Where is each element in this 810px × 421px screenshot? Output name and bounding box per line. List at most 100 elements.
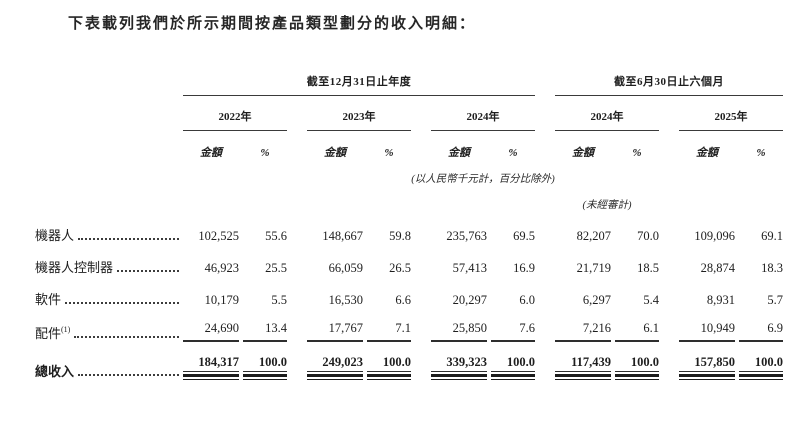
row-label: 軟件 bbox=[35, 292, 62, 307]
dot-leader bbox=[65, 302, 179, 304]
amount-value: 57,413 bbox=[452, 261, 487, 275]
row-label-cell: 軟件 bbox=[35, 289, 183, 308]
year-header-6m2024: 2024年 bbox=[555, 108, 659, 131]
amount-value: 10,949 bbox=[679, 321, 735, 342]
dot-leader bbox=[78, 238, 179, 240]
amount-value: 25,850 bbox=[431, 321, 487, 342]
row-accessories: 配件(1) 24,690 13.4 17,767 7.1 25,850 7.6 … bbox=[35, 321, 783, 342]
footnote-marker: (1) bbox=[61, 324, 71, 334]
percent-value: 7.1 bbox=[367, 321, 411, 342]
double-rule bbox=[679, 374, 735, 380]
totals-6m2025: 157,850 100.0 bbox=[679, 355, 783, 380]
values-2022: 102,525 55.6 bbox=[183, 229, 287, 244]
dot-leader bbox=[74, 336, 179, 338]
amount-value: 235,763 bbox=[446, 229, 487, 243]
percent-value: 6.0 bbox=[519, 293, 535, 307]
values-2024: 20,297 6.0 bbox=[431, 293, 535, 308]
amount-value: 6,297 bbox=[582, 293, 611, 307]
amount-value: 7,216 bbox=[555, 321, 611, 342]
revenue-by-product-table: 截至12月31日止年度 截至6月30日止六個月 2022年 2023年 2024… bbox=[35, 73, 783, 380]
values-2024: 25,850 7.6 bbox=[431, 321, 535, 342]
total-percent: 100.0 bbox=[491, 355, 535, 380]
amount-value: 8,931 bbox=[706, 293, 735, 307]
percent-header: % bbox=[632, 147, 642, 159]
double-rule bbox=[555, 374, 611, 380]
amount-value: 16,530 bbox=[328, 293, 363, 307]
values-6m2025: 109,096 69.1 bbox=[679, 229, 783, 244]
unaudited-note-row: (未經審計) bbox=[35, 197, 783, 212]
row-label-cell: 機器人控制器 bbox=[35, 257, 183, 276]
units-note-row: (以人民幣千元計，百分比除外) bbox=[35, 171, 783, 186]
percent-value: 7.6 bbox=[491, 321, 535, 342]
values-2023: 16,530 6.6 bbox=[307, 293, 411, 308]
row-software: 軟件 10,179 5.5 16,530 6.6 20,297 6.0 6,29… bbox=[35, 289, 783, 308]
percent-value: 5.4 bbox=[643, 293, 659, 307]
total-amount: 184,317 bbox=[183, 355, 239, 380]
percent-header: % bbox=[384, 147, 394, 159]
amount-header: 金額 bbox=[572, 147, 594, 159]
row-total-revenue: 總收入 184,317 100.0 249,023 100.0 339,323 … bbox=[35, 355, 783, 380]
percent-value: 6.1 bbox=[615, 321, 659, 342]
total-amount: 249,023 bbox=[307, 355, 363, 380]
units-note: (以人民幣千元計，百分比除外) bbox=[411, 174, 555, 185]
values-6m2025: 10,949 6.9 bbox=[679, 321, 783, 342]
row-label-cell: 配件(1) bbox=[35, 323, 183, 342]
subheader-6m2025: 金額 % bbox=[679, 144, 783, 160]
values-6m2024: 82,207 70.0 bbox=[555, 229, 659, 244]
percent-value: 18.3 bbox=[761, 261, 783, 275]
unaudited-note: (未經審計) bbox=[582, 200, 632, 211]
amount-header: 金額 bbox=[324, 147, 346, 159]
values-2022: 46,923 25.5 bbox=[183, 261, 287, 276]
amount-header: 金額 bbox=[200, 147, 222, 159]
document-page: 下表載列我們於所示期間按產品類型劃分的收入明細： 截至12月31日止年度 截至6… bbox=[35, 16, 783, 380]
col-group-year-ended: 截至12月31日止年度 bbox=[183, 73, 535, 96]
values-6m2024: 21,719 18.5 bbox=[555, 261, 659, 276]
amount-header: 金額 bbox=[696, 147, 718, 159]
percent-value: 6.6 bbox=[395, 293, 411, 307]
total-percent: 100.0 bbox=[615, 355, 659, 380]
total-label: 總收入 bbox=[35, 364, 75, 379]
double-rule bbox=[739, 374, 783, 380]
double-rule bbox=[367, 374, 411, 380]
percent-header: % bbox=[260, 147, 270, 159]
amount-value: 66,059 bbox=[328, 261, 363, 275]
total-percent: 100.0 bbox=[243, 355, 287, 380]
amount-value: 102,525 bbox=[198, 229, 239, 243]
amount-value: 20,297 bbox=[452, 293, 487, 307]
totals-2024: 339,323 100.0 bbox=[431, 355, 535, 380]
values-2022: 24,690 13.4 bbox=[183, 321, 287, 342]
amount-value: 46,923 bbox=[204, 261, 239, 275]
double-rule bbox=[491, 374, 535, 380]
dot-leader bbox=[117, 270, 179, 272]
total-percent: 100.0 bbox=[739, 355, 783, 380]
values-6m2025: 28,874 18.3 bbox=[679, 261, 783, 276]
year-header-2024: 2024年 bbox=[431, 108, 535, 131]
amount-value: 21,719 bbox=[576, 261, 611, 275]
values-2023: 17,767 7.1 bbox=[307, 321, 411, 342]
percent-value: 25.5 bbox=[265, 261, 287, 275]
percent-value: 5.7 bbox=[767, 293, 783, 307]
double-rule bbox=[183, 374, 239, 380]
total-percent: 100.0 bbox=[367, 355, 411, 380]
percent-header: % bbox=[756, 147, 766, 159]
subheader-row: 金額 % 金額 % 金額 % 金額 % 金額 % bbox=[35, 144, 783, 160]
row-robots: 機器人 102,525 55.6 148,667 59.8 235,763 69… bbox=[35, 225, 783, 244]
percent-value: 70.0 bbox=[637, 229, 659, 243]
percent-value: 18.5 bbox=[637, 261, 659, 275]
values-6m2024: 7,216 6.1 bbox=[555, 321, 659, 342]
total-amount: 157,850 bbox=[679, 355, 735, 380]
totals-2022: 184,317 100.0 bbox=[183, 355, 287, 380]
totals-6m2024: 117,439 100.0 bbox=[555, 355, 659, 380]
values-6m2025: 8,931 5.7 bbox=[679, 293, 783, 308]
row-label: 配件(1) bbox=[35, 324, 71, 341]
amount-value: 24,690 bbox=[183, 321, 239, 342]
values-2024: 235,763 69.5 bbox=[431, 229, 535, 244]
values-2023: 66,059 26.5 bbox=[307, 261, 411, 276]
subheader-2023: 金額 % bbox=[307, 144, 411, 160]
dot-leader bbox=[78, 374, 179, 376]
subheader-2024: 金額 % bbox=[431, 144, 535, 160]
percent-value: 13.4 bbox=[243, 321, 287, 342]
year-header-2022: 2022年 bbox=[183, 108, 287, 131]
amount-value: 82,207 bbox=[576, 229, 611, 243]
subheader-2022: 金額 % bbox=[183, 144, 287, 160]
